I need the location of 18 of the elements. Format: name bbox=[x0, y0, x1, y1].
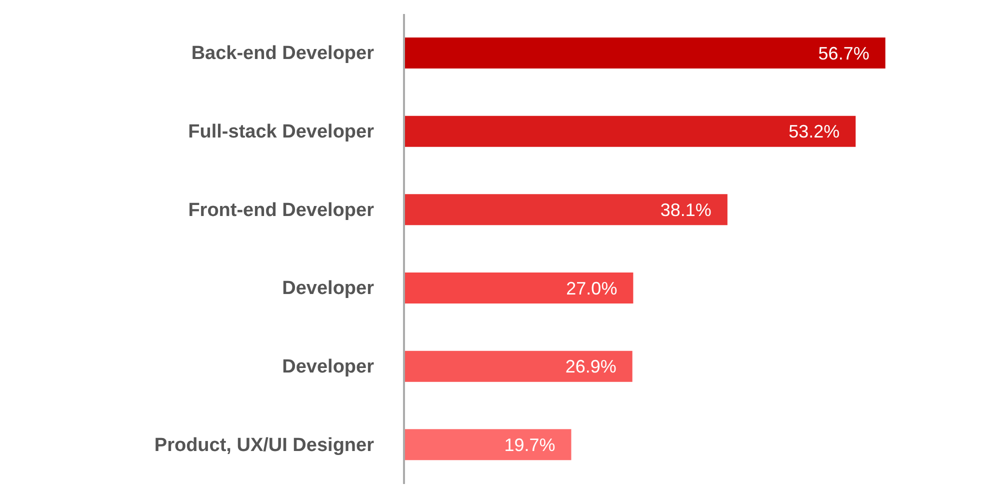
data-label: 19.7% bbox=[504, 435, 556, 456]
bar bbox=[404, 38, 886, 68]
bar bbox=[404, 194, 728, 226]
data-label: 26.9% bbox=[565, 356, 616, 377]
bar bbox=[404, 116, 856, 147]
data-label: 27.0% bbox=[566, 278, 618, 298]
y-tick-label: Product, UX/UI Designer bbox=[154, 434, 375, 456]
data-label: 53.2% bbox=[788, 122, 840, 142]
y-tick-label: Full-stack Developer bbox=[188, 122, 375, 142]
bar bbox=[404, 429, 572, 460]
y-tick-label: Developer bbox=[282, 356, 375, 378]
bar bbox=[404, 350, 632, 382]
y-tick-label: Front-end Developer bbox=[188, 200, 375, 221]
bar bbox=[404, 272, 634, 304]
data-label: 56.7% bbox=[818, 43, 870, 64]
y-tick-label: Back-end Developer bbox=[191, 43, 375, 64]
data-label: 38.1% bbox=[660, 200, 712, 220]
y-tick-label: Developer bbox=[282, 278, 375, 300]
